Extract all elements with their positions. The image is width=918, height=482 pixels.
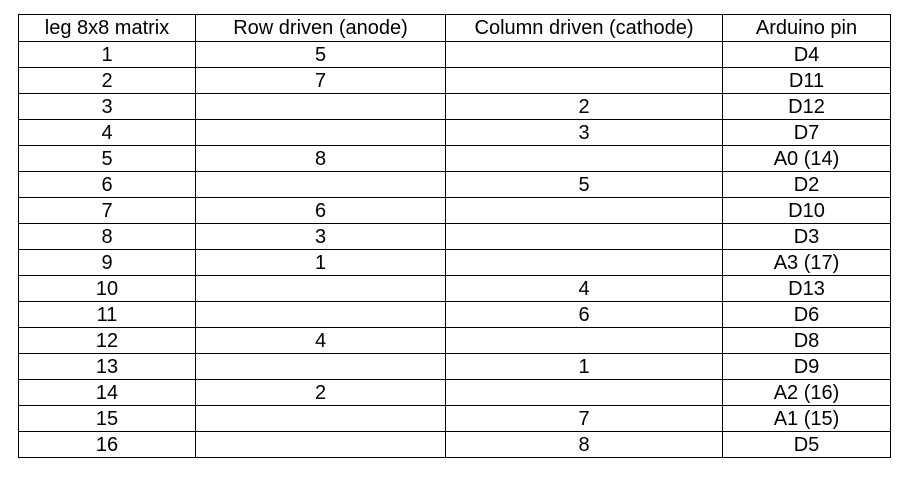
cell-column-driven: 2 — [445, 93, 723, 120]
table-row: 7 6 D10 — [18, 197, 891, 224]
cell-row-driven: 2 — [195, 379, 446, 406]
cell-row-driven: 8 — [195, 145, 446, 172]
header-leg: leg 8x8 matrix — [18, 14, 196, 42]
cell-arduino-pin: D10 — [722, 197, 891, 224]
table-row: 5 8 A0 (14) — [18, 145, 891, 172]
cell-arduino-pin: D2 — [722, 171, 891, 198]
cell-leg: 9 — [18, 249, 196, 276]
cell-column-driven — [445, 327, 723, 354]
table-row: 13 1 D9 — [18, 353, 891, 380]
cell-leg: 15 — [18, 405, 196, 432]
cell-arduino-pin: D6 — [722, 301, 891, 328]
cell-arduino-pin: A3 (17) — [722, 249, 891, 276]
cell-column-driven: 7 — [445, 405, 723, 432]
pin-mapping-table: leg 8x8 matrix Row driven (anode) Column… — [18, 14, 891, 458]
cell-arduino-pin: D3 — [722, 223, 891, 250]
table-header-row: leg 8x8 matrix Row driven (anode) Column… — [18, 14, 891, 42]
cell-row-driven — [195, 93, 446, 120]
cell-leg: 1 — [18, 41, 196, 68]
table-row: 12 4 D8 — [18, 327, 891, 354]
cell-leg: 16 — [18, 431, 196, 458]
cell-column-driven: 1 — [445, 353, 723, 380]
cell-row-driven — [195, 353, 446, 380]
cell-row-driven — [195, 119, 446, 146]
cell-arduino-pin: A1 (15) — [722, 405, 891, 432]
cell-arduino-pin: D9 — [722, 353, 891, 380]
cell-row-driven — [195, 405, 446, 432]
header-arduino-pin: Arduino pin — [722, 14, 891, 42]
cell-leg: 6 — [18, 171, 196, 198]
table-row: 14 2 A2 (16) — [18, 379, 891, 406]
cell-row-driven: 3 — [195, 223, 446, 250]
cell-column-driven — [445, 41, 723, 68]
table-row: 1 5 D4 — [18, 41, 891, 68]
cell-arduino-pin: D12 — [722, 93, 891, 120]
cell-column-driven: 4 — [445, 275, 723, 302]
cell-row-driven: 7 — [195, 67, 446, 94]
cell-leg: 4 — [18, 119, 196, 146]
cell-column-driven: 5 — [445, 171, 723, 198]
table-row: 11 6 D6 — [18, 301, 891, 328]
cell-arduino-pin: D11 — [722, 67, 891, 94]
cell-arduino-pin: D5 — [722, 431, 891, 458]
cell-row-driven: 5 — [195, 41, 446, 68]
table-row: 2 7 D11 — [18, 67, 891, 94]
cell-column-driven — [445, 249, 723, 276]
cell-row-driven: 6 — [195, 197, 446, 224]
cell-arduino-pin: D7 — [722, 119, 891, 146]
table-row: 6 5 D2 — [18, 171, 891, 198]
cell-column-driven: 6 — [445, 301, 723, 328]
table-row: 3 2 D12 — [18, 93, 891, 120]
cell-leg: 10 — [18, 275, 196, 302]
cell-row-driven — [195, 431, 446, 458]
cell-column-driven: 3 — [445, 119, 723, 146]
table-row: 10 4 D13 — [18, 275, 891, 302]
cell-leg: 14 — [18, 379, 196, 406]
cell-arduino-pin: D4 — [722, 41, 891, 68]
cell-arduino-pin: D8 — [722, 327, 891, 354]
cell-arduino-pin: D13 — [722, 275, 891, 302]
cell-column-driven — [445, 197, 723, 224]
cell-leg: 3 — [18, 93, 196, 120]
table-row: 9 1 A3 (17) — [18, 249, 891, 276]
cell-leg: 7 — [18, 197, 196, 224]
cell-column-driven: 8 — [445, 431, 723, 458]
cell-row-driven — [195, 275, 446, 302]
cell-row-driven: 1 — [195, 249, 446, 276]
cell-column-driven — [445, 145, 723, 172]
table-row: 8 3 D3 — [18, 223, 891, 250]
cell-leg: 5 — [18, 145, 196, 172]
cell-row-driven: 4 — [195, 327, 446, 354]
cell-leg: 2 — [18, 67, 196, 94]
cell-column-driven — [445, 223, 723, 250]
cell-leg: 12 — [18, 327, 196, 354]
table-row: 4 3 D7 — [18, 119, 891, 146]
cell-leg: 13 — [18, 353, 196, 380]
cell-leg: 8 — [18, 223, 196, 250]
table-row: 15 7 A1 (15) — [18, 405, 891, 432]
cell-row-driven — [195, 301, 446, 328]
cell-row-driven — [195, 171, 446, 198]
cell-leg: 11 — [18, 301, 196, 328]
table-body: 1 5 D4 2 7 D11 3 2 D12 4 3 D7 5 8 A0 (14) 6 5 D2 7 6 D10 8 3 D3… — [18, 41, 891, 458]
cell-column-driven — [445, 67, 723, 94]
header-row-driven: Row driven (anode) — [195, 14, 446, 42]
header-column-driven: Column driven (cathode) — [445, 14, 723, 42]
cell-arduino-pin: A0 (14) — [722, 145, 891, 172]
cell-arduino-pin: A2 (16) — [722, 379, 891, 406]
table-row: 16 8 D5 — [18, 431, 891, 458]
cell-column-driven — [445, 379, 723, 406]
